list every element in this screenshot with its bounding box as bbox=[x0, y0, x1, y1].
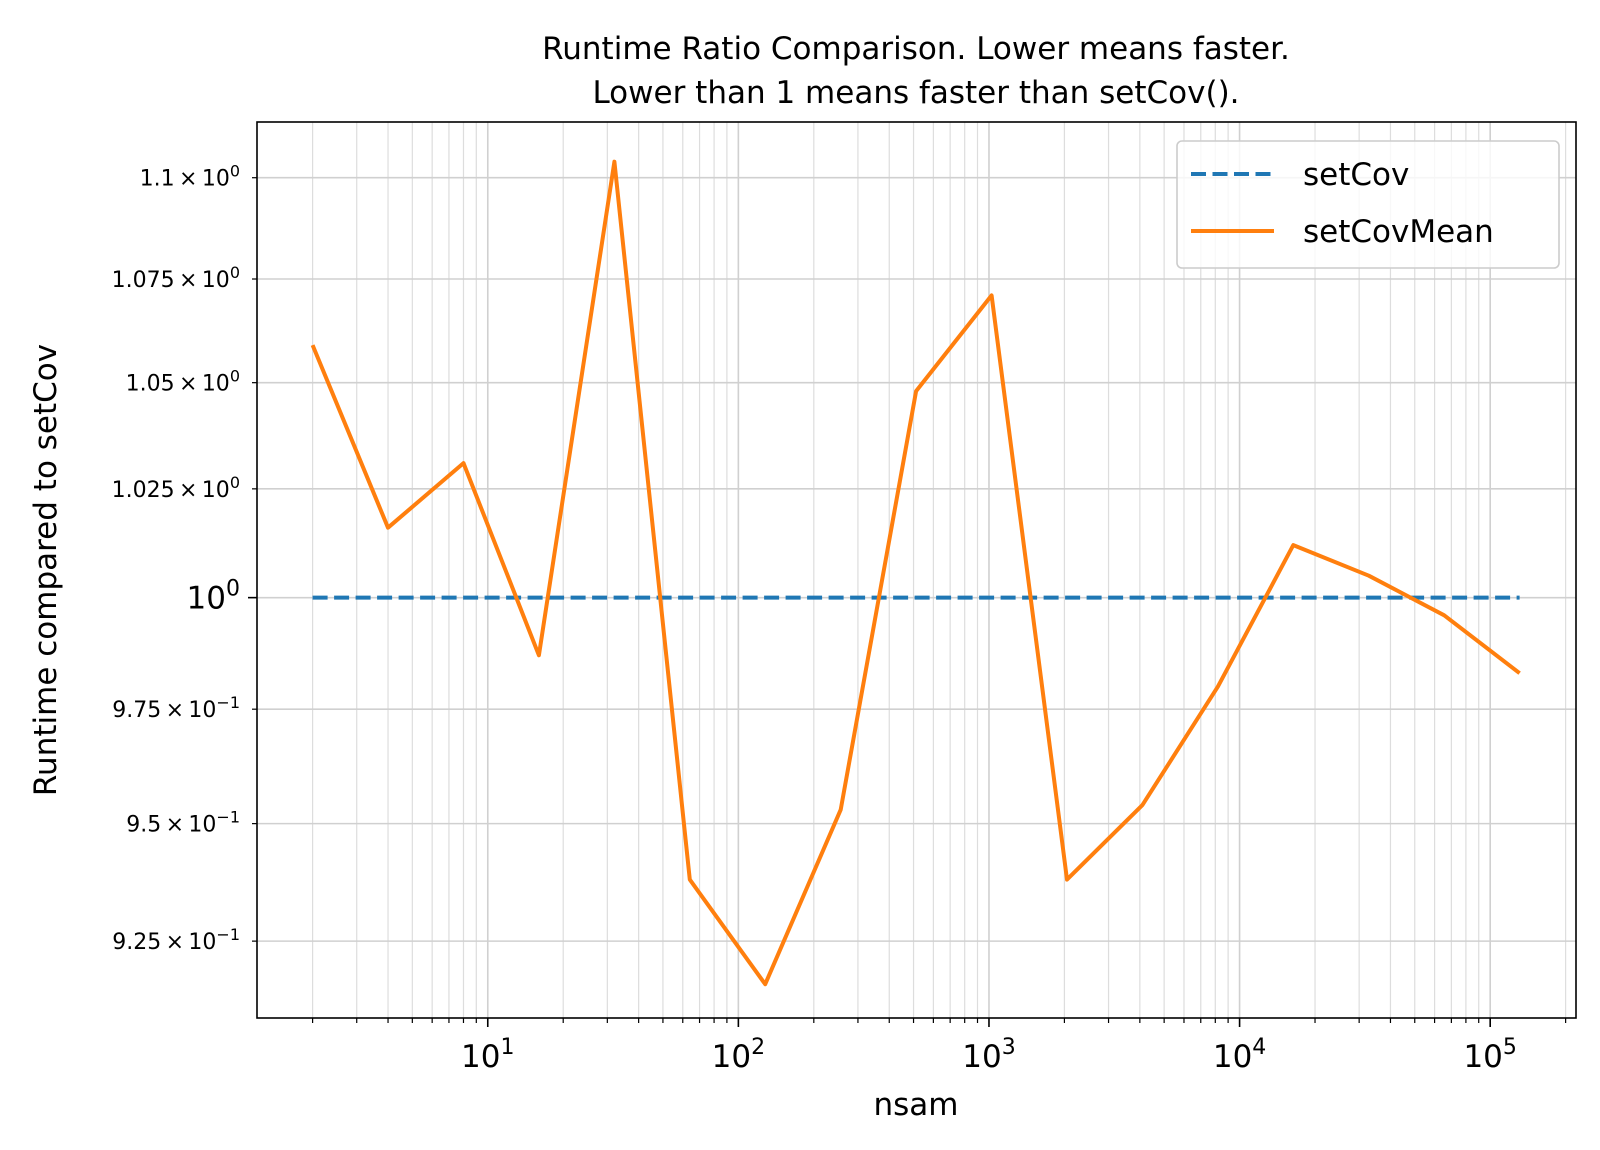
y-axis-ticks: 1.1 × 100 1.075 × 100 1.05 × 100 1.025 × 10… bbox=[112, 162, 257, 955]
y-axis-label: Runtime compared to setCov bbox=[28, 344, 64, 796]
legend-label-setcov: setCov bbox=[1303, 157, 1409, 193]
x-tick-label: 101 bbox=[461, 1035, 514, 1075]
y-tick-label: 100 bbox=[187, 577, 240, 617]
series-line-setcovmean bbox=[310, 159, 1521, 987]
series-layer bbox=[310, 159, 1521, 987]
chart-title-line-2: Lower than 1 means faster than setCov(). bbox=[592, 75, 1239, 111]
y-tick-label: 1.025 × 100 bbox=[112, 473, 240, 503]
x-tick-label: 104 bbox=[1213, 1035, 1266, 1075]
legend: setCov setCovMean bbox=[1176, 140, 1560, 269]
x-tick-label: 103 bbox=[962, 1035, 1015, 1075]
grid-minor-lines bbox=[311, 122, 1567, 1018]
y-tick-label: 1.1 × 100 bbox=[140, 162, 240, 192]
x-axis-ticks: 101 102 103 104 105 bbox=[311, 1018, 1567, 1075]
y-tick-label: 9.25 × 10−1 bbox=[112, 925, 240, 955]
y-tick-label: 1.075 × 100 bbox=[112, 263, 240, 293]
plot-frame bbox=[256, 121, 1577, 1019]
x-tick-label: 102 bbox=[712, 1035, 765, 1075]
y-tick-label: 9.5 × 10−1 bbox=[126, 808, 240, 838]
y-tick-label: 9.75 × 10−1 bbox=[112, 693, 240, 723]
x-axis-label: nsam bbox=[874, 1087, 959, 1123]
legend-label-setcovmean: setCovMean bbox=[1303, 214, 1494, 250]
x-tick-label: 105 bbox=[1463, 1035, 1516, 1075]
chart-title-line-1: Runtime Ratio Comparison. Lower means fa… bbox=[542, 31, 1290, 67]
y-tick-label: 1.05 × 100 bbox=[126, 367, 240, 397]
legend-box bbox=[1176, 140, 1560, 269]
